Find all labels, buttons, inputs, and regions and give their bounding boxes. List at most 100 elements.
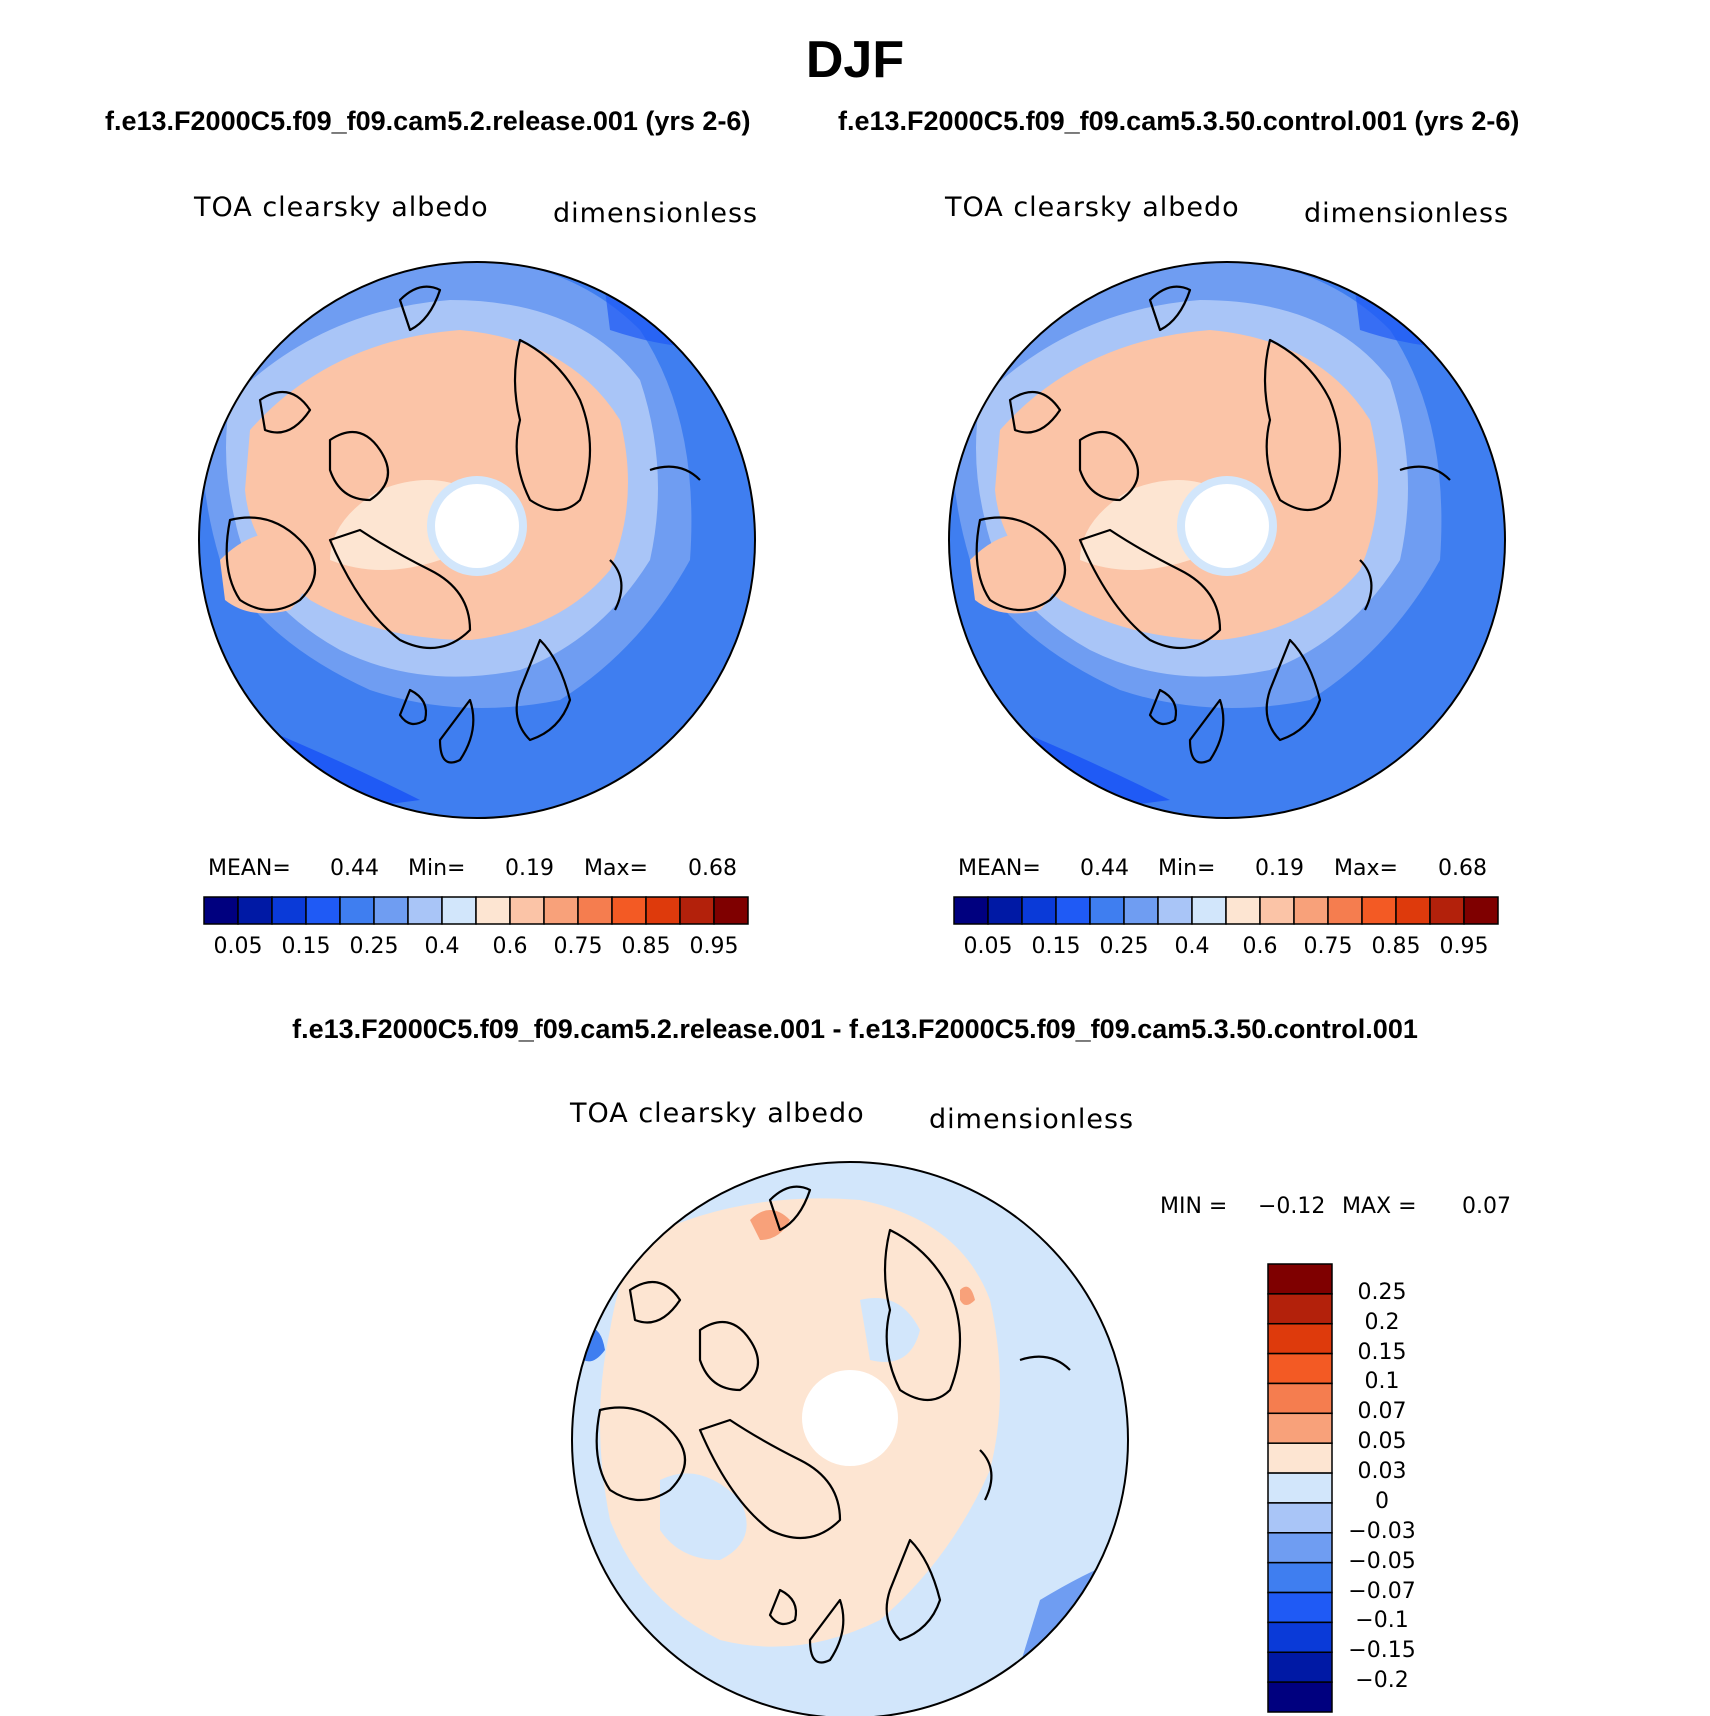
left-min-value: 0.19	[505, 856, 554, 881]
diff-min-label: MIN =	[1160, 1194, 1228, 1219]
difference-colorbar	[1267, 1263, 1333, 1713]
difference-colorbar-tick-label: 0.15	[1357, 1339, 1407, 1365]
difference-colorbar-tick-label: −0.07	[1348, 1578, 1416, 1604]
difference-polar-map	[571, 1161, 1129, 1716]
difference-title: f.e13.F2000C5.f09_f09.cam5.2.release.001…	[292, 1014, 1418, 1044]
right-colorbar-tick-label: 0.85	[1371, 934, 1421, 959]
left-colorbar-tick-label: 0.25	[349, 934, 399, 959]
left-colorbar-tick-label: 0.05	[213, 934, 263, 959]
difference-colorbar-tick-label: 0	[1375, 1488, 1389, 1514]
colorbar-swatch	[1191, 896, 1227, 925]
left-colorbar-tick-label: 0.95	[689, 934, 739, 959]
colorbar-swatch	[441, 896, 477, 925]
right-units-label: dimensionless	[1304, 198, 1510, 229]
colorbar-swatch	[1267, 1591, 1333, 1624]
right-min-value: 0.19	[1255, 856, 1304, 881]
right-max-value: 0.68	[1438, 856, 1487, 881]
left-max-value: 0.68	[688, 856, 737, 881]
left-mean-label: MEAN=	[208, 856, 291, 881]
right-colorbar-tick-label: 0.75	[1303, 934, 1353, 959]
diff-max-value: 0.07	[1462, 1194, 1511, 1219]
colorbar-swatch	[987, 896, 1023, 925]
colorbar-swatch	[373, 896, 409, 925]
colorbar-swatch	[1361, 896, 1397, 925]
right-colorbar	[953, 896, 1499, 925]
colorbar-swatch	[1327, 896, 1363, 925]
colorbar-swatch	[1267, 1352, 1333, 1385]
colorbar-swatch	[237, 896, 273, 925]
right-min-label: Min=	[1158, 856, 1216, 881]
left-variable-label: TOA clearsky albedo	[194, 192, 489, 223]
colorbar-swatch	[713, 896, 749, 925]
colorbar-swatch	[1021, 896, 1057, 925]
left-mean-value: 0.44	[330, 856, 379, 881]
colorbar-swatch	[1157, 896, 1193, 925]
left-case-title: f.e13.F2000C5.f09_f09.cam5.2.release.001…	[105, 106, 751, 136]
right-max-label: Max=	[1334, 856, 1398, 881]
right-variable-label: TOA clearsky albedo	[945, 192, 1240, 223]
difference-colorbar-tick-label: −0.2	[1355, 1668, 1409, 1694]
right-colorbar-tick-label: 0.6	[1242, 934, 1278, 959]
colorbar-swatch	[1267, 1651, 1333, 1683]
left-colorbar-tick-label: 0.4	[424, 934, 460, 959]
diff-min-value: −0.12	[1258, 1194, 1326, 1219]
colorbar-swatch	[475, 896, 511, 925]
colorbar-swatch	[1267, 1263, 1333, 1295]
colorbar-swatch	[1123, 896, 1159, 925]
right-colorbar-tick-label: 0.4	[1174, 934, 1210, 959]
colorbar-swatch	[1267, 1412, 1333, 1444]
colorbar-swatch	[1089, 896, 1125, 925]
right-mean-label: MEAN=	[958, 856, 1041, 881]
colorbar-swatch	[611, 896, 647, 925]
colorbar-swatch	[953, 896, 989, 925]
colorbar-swatch	[1463, 896, 1499, 925]
colorbar-swatch	[1055, 896, 1091, 925]
right-mean-value: 0.44	[1080, 856, 1129, 881]
colorbar-swatch	[1267, 1532, 1333, 1564]
difference-colorbar-tick-label: 0.2	[1364, 1309, 1400, 1335]
colorbar-swatch	[1267, 1382, 1333, 1415]
right-polar-map	[948, 261, 1506, 819]
right-colorbar-tick-label: 0.05	[963, 934, 1013, 959]
colorbar-swatch	[1267, 1442, 1333, 1474]
diff-max-label: MAX =	[1342, 1194, 1417, 1219]
colorbar-swatch	[305, 896, 341, 925]
colorbar-swatch	[1395, 896, 1431, 925]
diff-variable-label: TOA clearsky albedo	[570, 1098, 865, 1129]
colorbar-swatch	[577, 896, 613, 925]
left-polar-map	[198, 261, 756, 819]
difference-colorbar-tick-label: 0.05	[1357, 1429, 1407, 1455]
colorbar-swatch	[1267, 1502, 1333, 1534]
difference-colorbar-tick-label: 0.07	[1357, 1399, 1407, 1425]
diff-units-label: dimensionless	[929, 1104, 1135, 1135]
colorbar-swatch	[407, 896, 443, 925]
colorbar-swatch	[1267, 1322, 1333, 1355]
colorbar-swatch	[1267, 1621, 1333, 1654]
right-case-title: f.e13.F2000C5.f09_f09.cam5.3.50.control.…	[838, 106, 1520, 136]
right-colorbar-tick-label: 0.95	[1439, 934, 1489, 959]
difference-colorbar-tick-label: −0.15	[1348, 1638, 1416, 1664]
colorbar-swatch	[509, 896, 545, 925]
left-colorbar-tick-label: 0.85	[621, 934, 671, 959]
difference-colorbar-tick-label: 0.03	[1357, 1459, 1407, 1485]
left-units-label: dimensionless	[553, 198, 759, 229]
colorbar-swatch	[1225, 896, 1261, 925]
difference-colorbar-tick-label: 0.1	[1364, 1369, 1400, 1395]
colorbar-swatch	[1267, 1561, 1333, 1594]
colorbar-swatch	[1429, 896, 1465, 925]
colorbar-swatch	[543, 896, 579, 925]
difference-colorbar-tick-label: −0.03	[1348, 1518, 1416, 1544]
left-colorbar	[203, 896, 749, 925]
right-colorbar-tick-label: 0.15	[1031, 934, 1081, 959]
colorbar-swatch	[645, 896, 681, 925]
difference-colorbar-tick-label: 0.25	[1357, 1279, 1407, 1305]
left-max-label: Max=	[584, 856, 648, 881]
colorbar-swatch	[271, 896, 307, 925]
difference-colorbar-tick-label: −0.05	[1348, 1548, 1416, 1574]
colorbar-swatch	[1267, 1293, 1333, 1325]
left-min-label: Min=	[408, 856, 466, 881]
colorbar-swatch	[1267, 1472, 1333, 1504]
colorbar-swatch	[1267, 1681, 1333, 1713]
colorbar-swatch	[1259, 896, 1295, 925]
